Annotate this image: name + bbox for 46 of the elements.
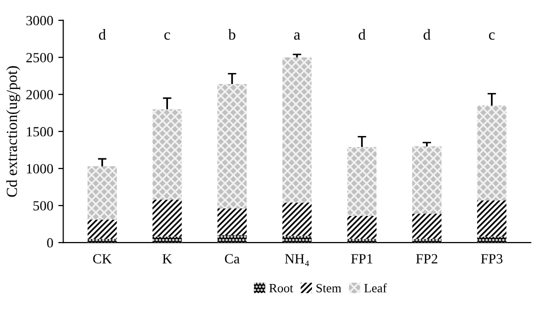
annotation: b [228,28,236,40]
bar [152,109,182,200]
x-tick-label: Ca [224,254,240,264]
bar [412,214,442,239]
x-tick-label: FP2 [416,254,438,264]
bar [88,220,117,239]
y-tick-label: 1500 [26,127,53,136]
y-tick-label: 1000 [26,164,53,174]
y-tick-label: 2000 [26,90,53,100]
annotation: d [98,28,106,40]
bar [282,57,312,203]
x-tick-label: FP3 [480,254,502,264]
x-tick-label: K [162,254,172,264]
annotation: c [164,32,170,40]
legend-label: Stem [316,284,342,292]
x-tick-label: CK [93,254,112,264]
bar [88,166,117,220]
bar [347,238,377,243]
x-tick-label: NH₄ [284,254,309,266]
annotation: d [358,28,366,40]
bar [217,235,247,243]
bar [282,236,312,243]
y-axis-title: Cd extraction(ug/pot) [6,66,20,197]
bar [477,106,506,200]
legend-label: Leaf [364,283,387,292]
y-tick-label: 500 [34,201,53,210]
bar [152,236,182,243]
bar [217,84,247,208]
bar [152,200,182,237]
bar [347,216,377,239]
bar [282,202,312,236]
y-tick-label: 3000 [26,16,53,26]
y-tick-label: 2500 [26,52,53,62]
annotation: a [294,32,300,40]
legend-label: Root [269,284,294,292]
y-tick-label: 0 [47,238,53,248]
bar [477,200,506,237]
bar [412,146,442,214]
annotation: c [488,32,495,40]
bar [217,208,247,236]
bar [347,147,377,216]
x-tick-label: FP1 [351,254,372,264]
bar [88,238,117,243]
bar [477,236,506,243]
bar [412,238,442,243]
annotation: d [424,28,430,40]
